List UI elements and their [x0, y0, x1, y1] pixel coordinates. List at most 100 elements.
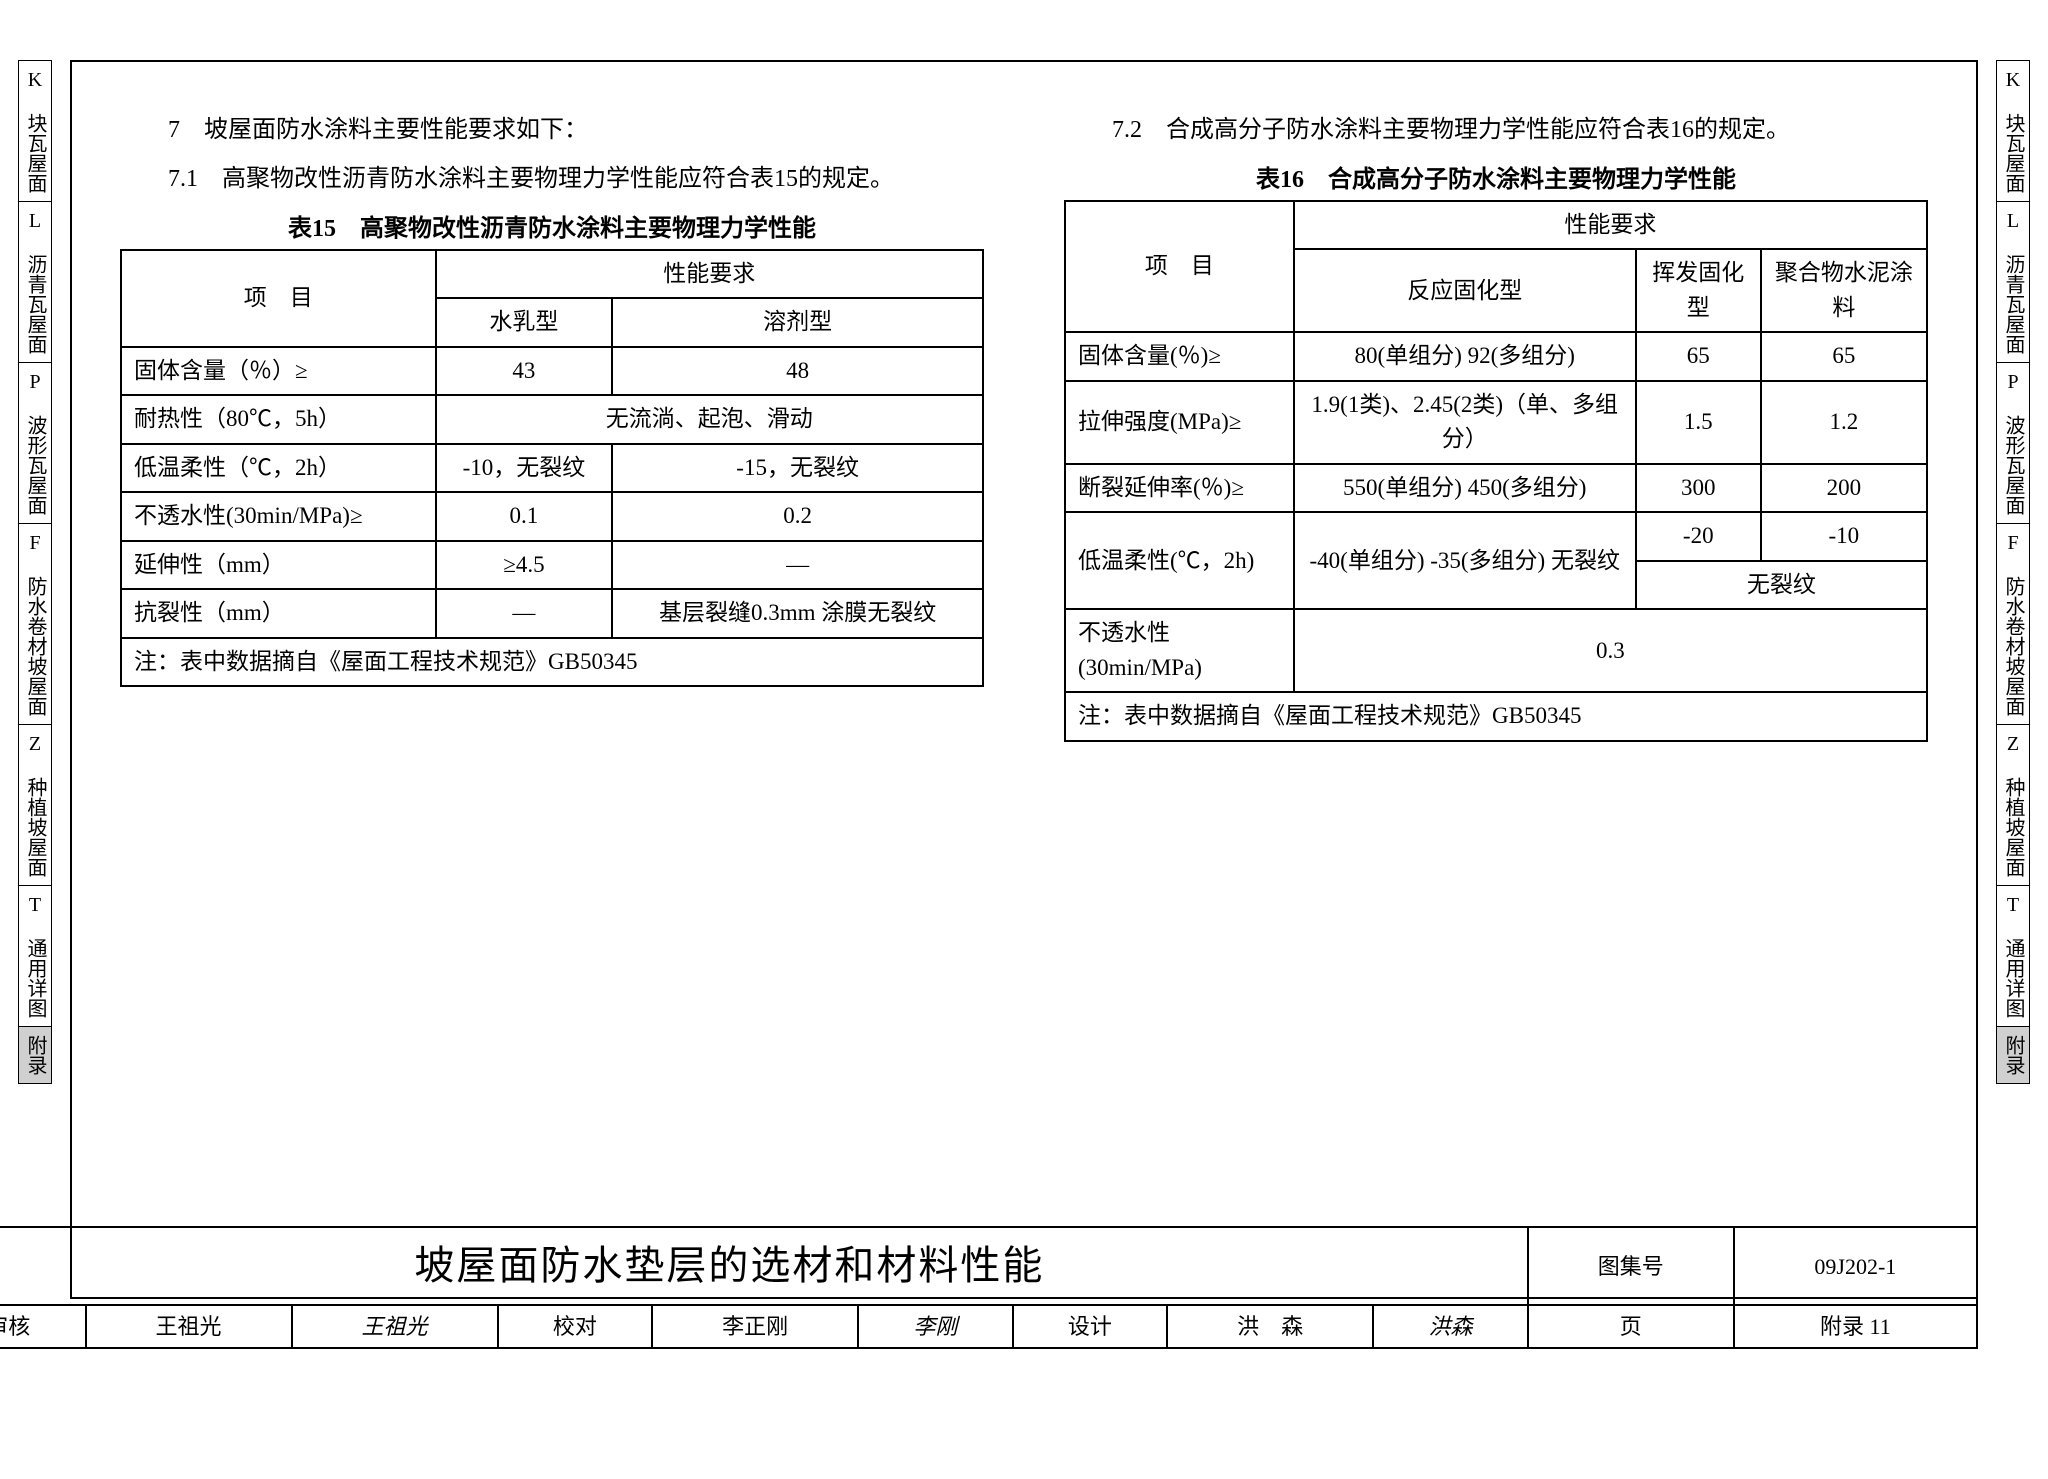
tab-p-r[interactable]: P 波形瓦屋面 [1996, 362, 2030, 523]
content-area: 7 坡屋面防水涂料主要性能要求如下： 7.1 高聚物改性沥青防水涂料主要物理力学… [120, 110, 1928, 742]
table-row: 不透水性(30min/MPa) 0.3 [1065, 609, 1927, 692]
cell: 65 [1636, 332, 1761, 381]
table-row: 拉伸强度(MPa)≥ 1.9(1类)、2.45(2类)（单、多组分） 1.5 1… [1065, 381, 1927, 464]
table-row: 不透水性(30min/MPa)≥ 0.1 0.2 [121, 492, 983, 541]
shenhe-label: 审核 [0, 1305, 86, 1348]
tab-t[interactable]: T 通用详图 [18, 885, 52, 1026]
tab-t-r[interactable]: T 通用详图 [1996, 885, 2030, 1026]
cell: 注：表中数据摘自《屋面工程技术规范》GB50345 [121, 638, 983, 687]
cell: -10，无裂纹 [436, 444, 613, 493]
table-row: 低温柔性(℃，2h) -40(单组分) -35(多组分) 无裂纹 -20 -10 [1065, 512, 1927, 561]
drawing-title: 坡屋面防水垫层的选材和材料性能 [0, 1227, 1528, 1305]
side-tabs-left: K 块瓦屋面 L 沥青瓦屋面 P 波形瓦屋面 F 防水卷材坡屋面 Z 种植坡屋面… [18, 60, 52, 1084]
cell: 延伸性（mm） [121, 541, 436, 590]
t15-head-c2: 溶剂型 [612, 298, 983, 347]
set-label: 图集号 [1528, 1227, 1734, 1305]
sheji-sig: 洪森 [1373, 1305, 1528, 1348]
table15-caption: 表15 高聚物改性沥青防水涂料主要物理力学性能 [120, 208, 984, 243]
table-row: 固体含量（％）≥ 43 48 [121, 347, 983, 396]
table-note: 注：表中数据摘自《屋面工程技术规范》GB50345 [121, 638, 983, 687]
tab-appendix[interactable]: 附录 [18, 1026, 52, 1084]
jiaodui-name: 李正刚 [652, 1305, 858, 1348]
cell: — [436, 589, 613, 638]
page-label: 页 [1528, 1305, 1734, 1348]
para-7: 7 坡屋面防水涂料主要性能要求如下： [120, 110, 984, 151]
sheji-label: 设计 [1013, 1305, 1168, 1348]
cell: -40(单组分) -35(多组分) 无裂纹 [1294, 512, 1636, 609]
cell: 80(单组分) 92(多组分) [1294, 332, 1636, 381]
cell: 耐热性（80℃，5h） [121, 395, 436, 444]
jiaodui-sig: 李刚 [858, 1305, 1013, 1348]
sheji-name: 洪 森 [1167, 1305, 1373, 1348]
table-row: 断裂延伸率(％)≥ 550(单组分) 450(多组分) 300 200 [1065, 464, 1927, 513]
tab-f-r[interactable]: F 防水卷材坡屋面 [1996, 523, 2030, 724]
table16-caption: 表16 合成高分子防水涂料主要物理力学性能 [1064, 159, 1928, 194]
cell: 抗裂性（mm） [121, 589, 436, 638]
cell: 65 [1761, 332, 1927, 381]
tab-l[interactable]: L 沥青瓦屋面 [18, 201, 52, 362]
table-note: 注：表中数据摘自《屋面工程技术规范》GB50345 [1065, 692, 1927, 741]
cell: 0.2 [612, 492, 983, 541]
cell: 无裂纹 [1636, 561, 1927, 610]
t16-head-item: 项 目 [1065, 201, 1294, 333]
tab-p[interactable]: P 波形瓦屋面 [18, 362, 52, 523]
table-row: 耐热性（80℃，5h） 无流淌、起泡、滑动 [121, 395, 983, 444]
jiaodui-label: 校对 [498, 1305, 653, 1348]
cell: 550(单组分) 450(多组分) [1294, 464, 1636, 513]
cell: 注：表中数据摘自《屋面工程技术规范》GB50345 [1065, 692, 1927, 741]
table-row: 固体含量(％)≥ 80(单组分) 92(多组分) 65 65 [1065, 332, 1927, 381]
table-16: 项 目 性能要求 反应固化型 挥发固化型 聚合物水泥涂料 固体含量(％)≥ 80… [1064, 200, 1928, 742]
cell: 基层裂缝0.3mm 涂膜无裂纹 [612, 589, 983, 638]
tab-k[interactable]: K 块瓦屋面 [18, 60, 52, 201]
t15-head-item: 项 目 [121, 250, 436, 347]
cell: 300 [1636, 464, 1761, 513]
tab-l-r[interactable]: L 沥青瓦屋面 [1996, 201, 2030, 362]
tab-z-r[interactable]: Z 种植坡屋面 [1996, 724, 2030, 885]
cell: 1.5 [1636, 381, 1761, 464]
cell: 固体含量(％)≥ [1065, 332, 1294, 381]
t16-head-req: 性能要求 [1294, 201, 1927, 250]
para-7-1: 7.1 高聚物改性沥青防水涂料主要物理力学性能应符合表15的规定。 [120, 159, 984, 200]
cell: -20 [1636, 512, 1761, 561]
table-row: 延伸性（mm） ≥4.5 — [121, 541, 983, 590]
shenhe-sig: 王祖光 [292, 1305, 498, 1348]
cell: 48 [612, 347, 983, 396]
page-value: 附录 11 [1734, 1305, 1977, 1348]
shenhe-name: 王祖光 [86, 1305, 292, 1348]
title-block: 坡屋面防水垫层的选材和材料性能 图集号 09J202-1 审核 王祖光 王祖光 … [0, 1226, 1978, 1349]
cell: 不透水性(30min/MPa)≥ [121, 492, 436, 541]
cell: 固体含量（％）≥ [121, 347, 436, 396]
cell: 低温柔性(℃，2h) [1065, 512, 1294, 609]
cell: -15，无裂纹 [612, 444, 983, 493]
tab-z[interactable]: Z 种植坡屋面 [18, 724, 52, 885]
side-tabs-right: K 块瓦屋面 L 沥青瓦屋面 P 波形瓦屋面 F 防水卷材坡屋面 Z 种植坡屋面… [1996, 60, 2030, 1084]
cell: -10 [1761, 512, 1927, 561]
cell: 不透水性(30min/MPa) [1065, 609, 1294, 692]
t16-head-c3: 聚合物水泥涂料 [1761, 249, 1927, 332]
cell: 0.1 [436, 492, 613, 541]
cell: 低温柔性（℃，2h） [121, 444, 436, 493]
t15-head-c1: 水乳型 [436, 298, 613, 347]
cell: 无流淌、起泡、滑动 [436, 395, 983, 444]
cell: 拉伸强度(MPa)≥ [1065, 381, 1294, 464]
t16-head-c2: 挥发固化型 [1636, 249, 1761, 332]
set-value: 09J202-1 [1734, 1227, 1977, 1305]
cell: 43 [436, 347, 613, 396]
cell: — [612, 541, 983, 590]
tab-f[interactable]: F 防水卷材坡屋面 [18, 523, 52, 724]
table-row: 抗裂性（mm） — 基层裂缝0.3mm 涂膜无裂纹 [121, 589, 983, 638]
right-column: 7.2 合成高分子防水涂料主要物理力学性能应符合表16的规定。 表16 合成高分… [1064, 110, 1928, 742]
table-15: 项 目 性能要求 水乳型 溶剂型 固体含量（％）≥ 43 48 耐热性（80℃，… [120, 249, 984, 688]
cell: 1.2 [1761, 381, 1927, 464]
cell: 断裂延伸率(％)≥ [1065, 464, 1294, 513]
tab-appendix-r[interactable]: 附录 [1996, 1026, 2030, 1084]
left-column: 7 坡屋面防水涂料主要性能要求如下： 7.1 高聚物改性沥青防水涂料主要物理力学… [120, 110, 984, 742]
t15-head-req: 性能要求 [436, 250, 983, 299]
para-7-2: 7.2 合成高分子防水涂料主要物理力学性能应符合表16的规定。 [1064, 110, 1928, 151]
cell: ≥4.5 [436, 541, 613, 590]
table-row: 低温柔性（℃，2h） -10，无裂纹 -15，无裂纹 [121, 444, 983, 493]
tab-k-r[interactable]: K 块瓦屋面 [1996, 60, 2030, 201]
cell: 1.9(1类)、2.45(2类)（单、多组分） [1294, 381, 1636, 464]
cell: 200 [1761, 464, 1927, 513]
cell: 0.3 [1294, 609, 1927, 692]
